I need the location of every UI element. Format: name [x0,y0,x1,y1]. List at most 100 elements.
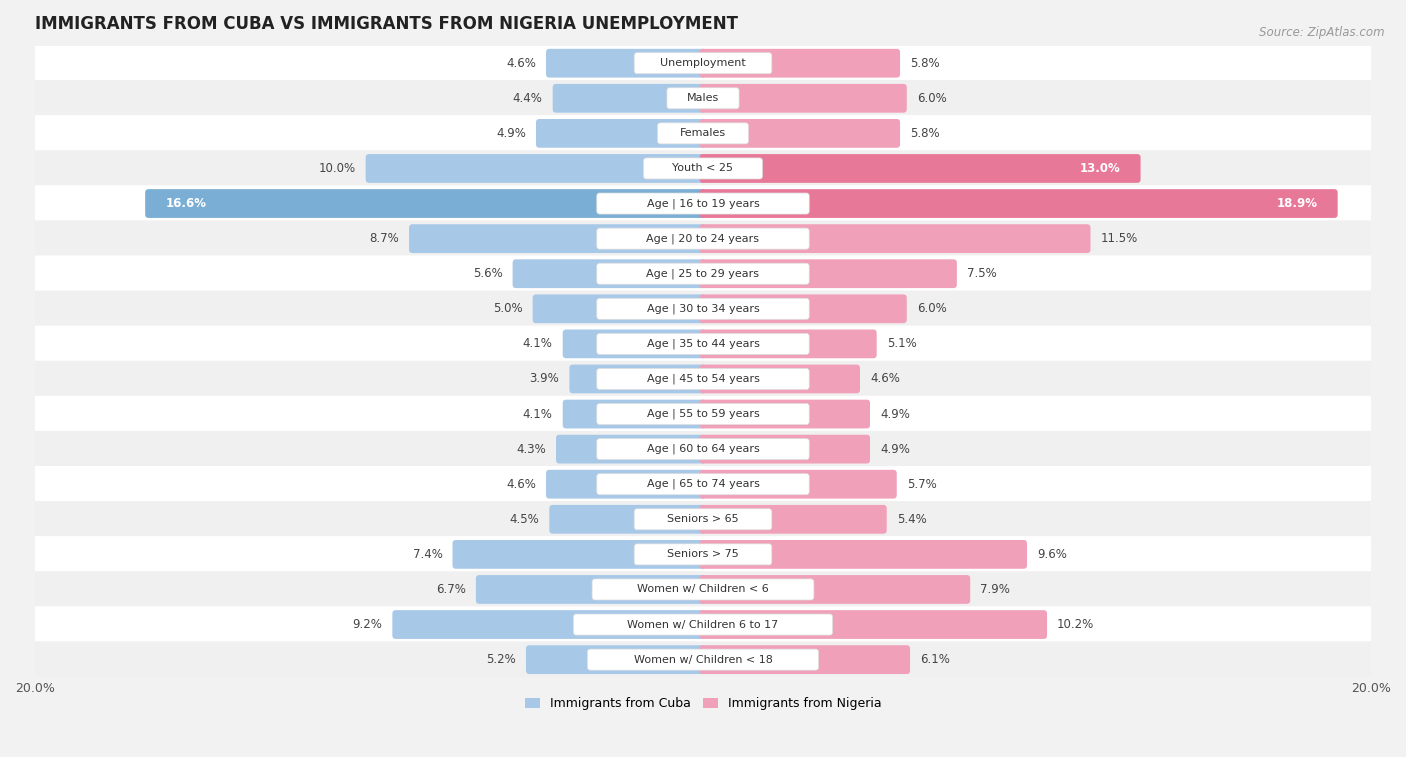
Text: 8.7%: 8.7% [370,232,399,245]
Text: 9.6%: 9.6% [1038,548,1067,561]
Text: 5.2%: 5.2% [486,653,516,666]
FancyBboxPatch shape [533,294,706,323]
FancyBboxPatch shape [1,220,1405,257]
FancyBboxPatch shape [1,80,1405,117]
FancyBboxPatch shape [700,470,897,499]
FancyBboxPatch shape [1,291,1405,327]
FancyBboxPatch shape [1,572,1405,608]
FancyBboxPatch shape [596,228,810,249]
FancyBboxPatch shape [700,260,957,288]
Text: 18.9%: 18.9% [1277,197,1317,210]
Text: 4.9%: 4.9% [880,407,910,421]
FancyBboxPatch shape [513,260,706,288]
Text: 4.5%: 4.5% [509,512,540,526]
FancyBboxPatch shape [634,509,772,530]
Text: 5.6%: 5.6% [472,267,502,280]
FancyBboxPatch shape [409,224,706,253]
Text: 5.0%: 5.0% [494,302,523,316]
FancyBboxPatch shape [592,579,814,600]
Text: 7.4%: 7.4% [412,548,443,561]
Text: 10.0%: 10.0% [319,162,356,175]
Text: IMMIGRANTS FROM CUBA VS IMMIGRANTS FROM NIGERIA UNEMPLOYMENT: IMMIGRANTS FROM CUBA VS IMMIGRANTS FROM … [35,15,738,33]
Text: Youth < 25: Youth < 25 [672,164,734,173]
FancyBboxPatch shape [562,400,706,428]
Text: 6.0%: 6.0% [917,302,946,316]
FancyBboxPatch shape [700,505,887,534]
Text: 16.6%: 16.6% [166,197,207,210]
Text: 5.8%: 5.8% [910,57,939,70]
Text: 4.1%: 4.1% [523,407,553,421]
Text: Source: ZipAtlas.com: Source: ZipAtlas.com [1260,26,1385,39]
Text: 4.1%: 4.1% [523,338,553,350]
Text: 3.9%: 3.9% [530,372,560,385]
FancyBboxPatch shape [1,501,1405,537]
FancyBboxPatch shape [1,606,1405,643]
FancyBboxPatch shape [1,255,1405,292]
FancyBboxPatch shape [1,45,1405,82]
FancyBboxPatch shape [392,610,706,639]
Text: 13.0%: 13.0% [1080,162,1121,175]
FancyBboxPatch shape [145,189,706,218]
FancyBboxPatch shape [555,435,706,463]
Text: Women w/ Children 6 to 17: Women w/ Children 6 to 17 [627,619,779,630]
Text: 7.5%: 7.5% [967,267,997,280]
Text: Seniors > 65: Seniors > 65 [668,514,738,525]
FancyBboxPatch shape [1,115,1405,151]
Text: 4.4%: 4.4% [513,92,543,104]
Text: 5.8%: 5.8% [910,127,939,140]
FancyBboxPatch shape [1,185,1405,222]
FancyBboxPatch shape [366,154,706,183]
Text: 4.3%: 4.3% [516,443,546,456]
Text: 4.6%: 4.6% [506,57,536,70]
FancyBboxPatch shape [588,649,818,670]
FancyBboxPatch shape [596,193,810,214]
FancyBboxPatch shape [700,154,1140,183]
Text: 5.1%: 5.1% [887,338,917,350]
FancyBboxPatch shape [1,641,1405,678]
Text: Women w/ Children < 18: Women w/ Children < 18 [634,655,772,665]
FancyBboxPatch shape [1,326,1405,362]
FancyBboxPatch shape [700,540,1026,569]
FancyBboxPatch shape [526,645,706,674]
FancyBboxPatch shape [550,505,706,534]
FancyBboxPatch shape [1,536,1405,572]
FancyBboxPatch shape [700,48,900,78]
Text: 4.6%: 4.6% [870,372,900,385]
FancyBboxPatch shape [596,298,810,319]
FancyBboxPatch shape [596,369,810,390]
FancyBboxPatch shape [475,575,706,604]
Text: Age | 20 to 24 years: Age | 20 to 24 years [647,233,759,244]
FancyBboxPatch shape [666,88,740,109]
Text: 7.9%: 7.9% [980,583,1010,596]
FancyBboxPatch shape [700,294,907,323]
FancyBboxPatch shape [596,263,810,284]
FancyBboxPatch shape [700,365,860,394]
FancyBboxPatch shape [700,435,870,463]
FancyBboxPatch shape [1,466,1405,503]
FancyBboxPatch shape [700,119,900,148]
Text: 4.6%: 4.6% [506,478,536,491]
FancyBboxPatch shape [553,84,706,113]
Text: Age | 25 to 29 years: Age | 25 to 29 years [647,269,759,279]
FancyBboxPatch shape [1,361,1405,397]
Text: 6.0%: 6.0% [917,92,946,104]
FancyBboxPatch shape [1,431,1405,467]
Text: 11.5%: 11.5% [1101,232,1137,245]
Text: Age | 30 to 34 years: Age | 30 to 34 years [647,304,759,314]
FancyBboxPatch shape [596,333,810,354]
Text: Age | 65 to 74 years: Age | 65 to 74 years [647,479,759,490]
Text: Age | 35 to 44 years: Age | 35 to 44 years [647,338,759,349]
Text: 6.7%: 6.7% [436,583,465,596]
Text: Age | 55 to 59 years: Age | 55 to 59 years [647,409,759,419]
FancyBboxPatch shape [700,610,1047,639]
Text: 5.7%: 5.7% [907,478,936,491]
FancyBboxPatch shape [700,84,907,113]
FancyBboxPatch shape [453,540,706,569]
FancyBboxPatch shape [700,575,970,604]
Text: Unemployment: Unemployment [661,58,745,68]
FancyBboxPatch shape [700,224,1091,253]
FancyBboxPatch shape [596,438,810,459]
FancyBboxPatch shape [700,645,910,674]
Text: Age | 45 to 54 years: Age | 45 to 54 years [647,374,759,385]
FancyBboxPatch shape [634,53,772,73]
